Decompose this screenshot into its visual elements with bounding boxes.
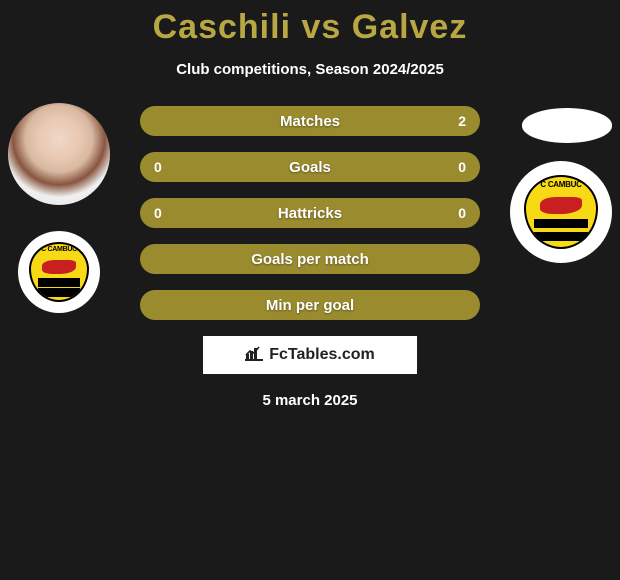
chart-icon [245, 345, 263, 366]
club-logo-icon: C CAMBUC [29, 242, 89, 302]
stat-label: Goals per match [251, 251, 369, 268]
club-badge-text: C CAMBUC [31, 246, 87, 253]
page-title: Caschili vs Galvez [0, 0, 620, 47]
date: 5 march 2025 [0, 392, 620, 409]
stat-label: Goals [289, 159, 331, 176]
club-logo-icon: C CAMBUC [524, 175, 598, 249]
stat-row-goals: 0 Goals 0 [140, 152, 480, 182]
stat-right-value: 0 [458, 159, 466, 175]
stat-row-min-per-goal: Min per goal [140, 290, 480, 320]
stat-rows: Matches 2 0 Goals 0 0 Hattricks 0 Goals … [140, 106, 480, 320]
stat-label: Hattricks [278, 205, 342, 222]
subtitle: Club competitions, Season 2024/2025 [0, 61, 620, 78]
stat-row-goals-per-match: Goals per match [140, 244, 480, 274]
stat-row-hattricks: 0 Hattricks 0 [140, 198, 480, 228]
stat-right-value: 2 [458, 113, 466, 129]
club-badge-left: C CAMBUC [18, 231, 100, 313]
stat-label: Min per goal [266, 297, 354, 314]
stat-right-value: 0 [458, 205, 466, 221]
stat-left-value: 0 [154, 205, 162, 221]
club-badge-right: C CAMBUC [510, 161, 612, 263]
stat-label: Matches [280, 113, 340, 130]
watermark-text: FcTables.com [269, 346, 375, 364]
watermark[interactable]: FcTables.com [203, 336, 417, 374]
stat-left-value: 0 [154, 159, 162, 175]
stat-row-matches: Matches 2 [140, 106, 480, 136]
player-photo-left [8, 103, 110, 205]
stats-area: C CAMBUC C CAMBUC Matches 2 0 Goals [0, 106, 620, 409]
club-badge-text: C CAMBUC [526, 180, 596, 189]
player-photo-right [522, 108, 612, 143]
